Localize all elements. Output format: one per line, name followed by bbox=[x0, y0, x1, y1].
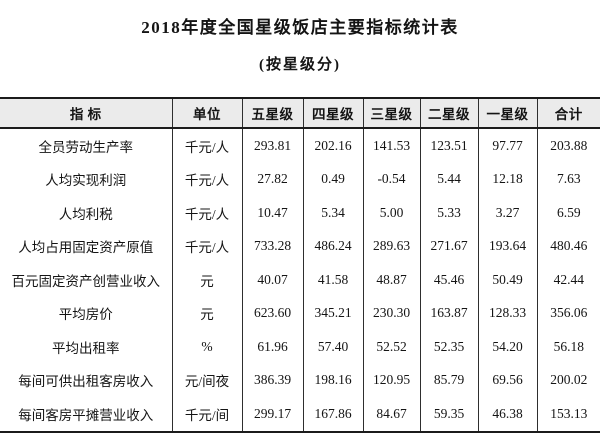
value-cell: 5.44 bbox=[419, 162, 479, 196]
value-cell: 5.33 bbox=[419, 196, 479, 230]
column-header: 指 标 bbox=[0, 98, 173, 129]
value-cell: 45.46 bbox=[419, 263, 479, 297]
value-cell: 41.58 bbox=[302, 263, 364, 297]
unit-cell: 千元/人 bbox=[171, 128, 243, 163]
page-subtitle: (按星级分) bbox=[259, 57, 341, 73]
value-cell: 97.77 bbox=[477, 128, 538, 163]
table-row: 人均利税 千元/人 10.47 5.34 5.00 5.33 3.27 6.59 bbox=[0, 196, 600, 230]
value-cell: 57.40 bbox=[302, 330, 364, 364]
value-cell: -0.54 bbox=[362, 162, 421, 196]
value-cell: 163.87 bbox=[419, 296, 479, 330]
value-cell: 193.64 bbox=[477, 229, 538, 263]
unit-cell: 元 bbox=[171, 296, 243, 330]
indicator-cell: 全员劳动生产率 bbox=[0, 128, 173, 163]
value-cell: 123.51 bbox=[419, 128, 479, 163]
column-header: 合计 bbox=[536, 98, 600, 129]
value-cell: 153.13 bbox=[536, 397, 600, 432]
value-cell: 356.06 bbox=[536, 296, 600, 330]
value-cell: 480.46 bbox=[536, 229, 600, 263]
table-header-row: 指 标单位 五星级 四星级 三星级 二星级 一星级 合计 bbox=[0, 98, 600, 129]
value-cell: 6.59 bbox=[536, 196, 600, 230]
value-cell: 52.35 bbox=[419, 330, 479, 364]
value-cell: 27.82 bbox=[241, 162, 304, 196]
unit-cell: % bbox=[171, 330, 243, 364]
value-cell: 3.27 bbox=[477, 196, 538, 230]
value-cell: 85.79 bbox=[419, 363, 479, 397]
value-cell: 48.87 bbox=[362, 263, 421, 297]
column-header: 二星级 bbox=[419, 98, 479, 129]
value-cell: 40.07 bbox=[241, 263, 304, 297]
table-row: 人均占用固定资产原值 千元/人 733.28 486.24 289.63 271.67 19… bbox=[0, 229, 600, 263]
value-cell: 59.35 bbox=[419, 397, 479, 432]
indicator-cell: 百元固定资产创营业收入 bbox=[0, 263, 173, 297]
value-cell: 623.60 bbox=[241, 296, 304, 330]
value-cell: 5.34 bbox=[302, 196, 364, 230]
unit-cell: 千元/人 bbox=[171, 229, 243, 263]
value-cell: 50.49 bbox=[477, 263, 538, 297]
value-cell: 345.21 bbox=[302, 296, 364, 330]
value-cell: 12.18 bbox=[477, 162, 538, 196]
value-cell: 203.88 bbox=[536, 128, 600, 163]
table-row: 全员劳动生产率 千元/人 293.81 202.16 141.53 123.51 97.77… bbox=[0, 128, 600, 163]
column-header: 三星级 bbox=[362, 98, 421, 129]
table-row: 每间可供出租客房收入 元/间夜 386.39 198.16 120.95 85.79 69.… bbox=[0, 363, 600, 397]
table-row: 人均实现利润 千元/人 27.82 0.49 -0.54 5.44 12.18 7.63 bbox=[0, 162, 600, 196]
table-row: 平均出租率% 61.96 57.40 52.52 52.35 54.20 56.18 bbox=[0, 330, 600, 364]
value-cell: 5.00 bbox=[362, 196, 421, 230]
indicator-cell: 人均利税 bbox=[0, 196, 173, 230]
value-cell: 84.67 bbox=[362, 397, 421, 432]
value-cell: 56.18 bbox=[536, 330, 600, 364]
value-cell: 486.24 bbox=[302, 229, 364, 263]
column-header: 一星级 bbox=[477, 98, 538, 129]
value-cell: 198.16 bbox=[302, 363, 364, 397]
column-header: 五星级 bbox=[241, 98, 304, 129]
unit-cell: 千元/间 bbox=[171, 397, 243, 432]
column-header: 单位 bbox=[171, 98, 243, 129]
indicator-cell: 每间可供出租客房收入 bbox=[0, 363, 173, 397]
indicator-cell: 平均房价 bbox=[0, 296, 173, 330]
value-cell: 52.52 bbox=[362, 330, 421, 364]
value-cell: 10.47 bbox=[241, 196, 304, 230]
value-cell: 202.16 bbox=[302, 128, 364, 163]
column-header: 四星级 bbox=[302, 98, 364, 129]
value-cell: 386.39 bbox=[241, 363, 304, 397]
value-cell: 120.95 bbox=[362, 363, 421, 397]
value-cell: 7.63 bbox=[536, 162, 600, 196]
value-cell: 289.63 bbox=[362, 229, 421, 263]
page-title: 2018年度全国星级饭店主要指标统计表 bbox=[141, 18, 459, 37]
table-row: 百元固定资产创营业收入元 40.07 41.58 48.87 45.46 50.49 42.… bbox=[0, 263, 600, 297]
value-cell: 293.81 bbox=[241, 128, 304, 163]
value-cell: 200.02 bbox=[536, 363, 600, 397]
unit-cell: 元/间夜 bbox=[171, 363, 243, 397]
indicator-cell: 每间客房平摊营业收入 bbox=[0, 397, 173, 432]
value-cell: 46.38 bbox=[477, 397, 538, 432]
value-cell: 141.53 bbox=[362, 128, 421, 163]
unit-cell: 元 bbox=[171, 263, 243, 297]
value-cell: 54.20 bbox=[477, 330, 538, 364]
value-cell: 230.30 bbox=[362, 296, 421, 330]
value-cell: 299.17 bbox=[241, 397, 304, 432]
value-cell: 61.96 bbox=[241, 330, 304, 364]
value-cell: 42.44 bbox=[536, 263, 600, 297]
table-body: 全员劳动生产率 千元/人 293.81 202.16 141.53 123.51 97.77… bbox=[0, 128, 600, 432]
table-row: 平均房价元 623.60 345.21 230.30 163.87 128.33 356.0… bbox=[0, 296, 600, 330]
value-cell: 0.49 bbox=[302, 162, 364, 196]
statistics-table: 指 标单位 五星级 四星级 三星级 二星级 一星级 合计 全员劳动生产率 千元/人 293.81… bbox=[0, 97, 600, 433]
value-cell: 733.28 bbox=[241, 229, 304, 263]
value-cell: 271.67 bbox=[419, 229, 479, 263]
unit-cell: 千元/人 bbox=[171, 196, 243, 230]
indicator-cell: 平均出租率 bbox=[0, 330, 173, 364]
value-cell: 69.56 bbox=[477, 363, 538, 397]
value-cell: 167.86 bbox=[302, 397, 364, 432]
unit-cell: 千元/人 bbox=[171, 162, 243, 196]
indicator-cell: 人均实现利润 bbox=[0, 162, 173, 196]
table-row: 每间客房平摊营业收入 千元/间 299.17 167.86 84.67 59.35 46.3… bbox=[0, 397, 600, 432]
value-cell: 128.33 bbox=[477, 296, 538, 330]
indicator-cell: 人均占用固定资产原值 bbox=[0, 229, 173, 263]
